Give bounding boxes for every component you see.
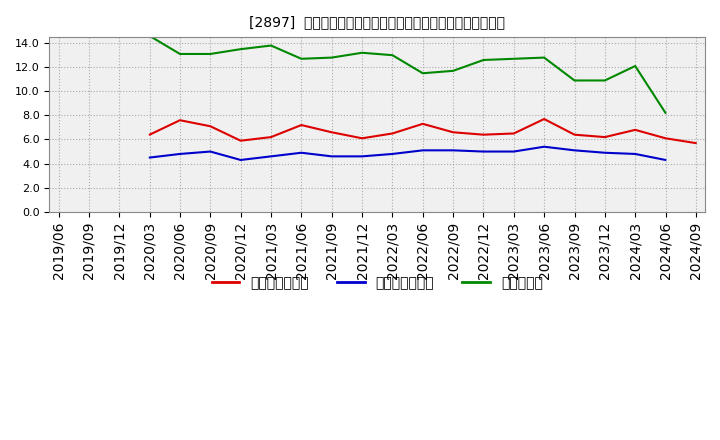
Line: 買入債務回転率: 買入債務回転率	[150, 147, 665, 160]
売上債権回転率	[176, 117, 184, 123]
買入債務回転率	[510, 149, 518, 154]
売上債権回転率	[418, 121, 427, 126]
売上債権回転率	[600, 135, 609, 140]
買入債務回転率	[206, 149, 215, 154]
買入債務回転率	[297, 150, 306, 155]
売上債権回転率	[145, 132, 154, 137]
買入債務回転率	[449, 148, 457, 153]
在庫回転率	[145, 33, 154, 39]
買入債務回転率	[176, 151, 184, 157]
買入債務回転率	[418, 148, 427, 153]
買入債務回転率	[600, 150, 609, 155]
売上債権回転率	[206, 124, 215, 129]
売上債権回転率	[661, 136, 670, 141]
在庫回転率	[600, 78, 609, 83]
買入債務回転率	[358, 154, 366, 159]
買入債務回転率	[388, 151, 397, 157]
買入債務回転率	[661, 158, 670, 163]
在庫回転率	[388, 52, 397, 58]
買入債務回転率	[631, 151, 639, 157]
売上債権回転率	[692, 140, 701, 146]
売上債権回転率	[631, 127, 639, 132]
売上債権回転率	[510, 131, 518, 136]
在庫回転率	[631, 63, 639, 69]
在庫回転率	[328, 55, 336, 60]
在庫回転率	[661, 110, 670, 116]
在庫回転率	[540, 55, 549, 60]
売上債権回転率	[570, 132, 579, 137]
在庫回転率	[479, 57, 487, 62]
買入債務回転率	[479, 149, 487, 154]
在庫回転率	[570, 78, 579, 83]
在庫回転率	[449, 68, 457, 73]
在庫回転率	[206, 51, 215, 57]
在庫回転率	[176, 51, 184, 57]
売上債権回転率	[449, 130, 457, 135]
売上債権回転率	[297, 122, 306, 128]
買入債務回転率	[266, 154, 275, 159]
買入債務回転率	[570, 148, 579, 153]
在庫回転率	[266, 43, 275, 48]
売上債権回転率	[540, 116, 549, 121]
在庫回転率	[297, 56, 306, 62]
売上債権回転率	[479, 132, 487, 137]
買入債務回転率	[540, 144, 549, 149]
Line: 売上債権回転率: 売上債権回転率	[150, 119, 696, 143]
売上債権回転率	[266, 135, 275, 140]
買入債務回転率	[328, 154, 336, 159]
在庫回転率	[236, 47, 245, 52]
買入債務回転率	[145, 155, 154, 160]
売上債権回転率	[388, 131, 397, 136]
Line: 在庫回転率: 在庫回転率	[150, 36, 665, 113]
売上債権回転率	[236, 138, 245, 143]
売上債権回転率	[358, 136, 366, 141]
在庫回転率	[510, 56, 518, 62]
売上債権回転率	[328, 130, 336, 135]
Legend: 売上債権回転率, 買入債務回転率, 在庫回転率: 売上債権回転率, 買入債務回転率, 在庫回転率	[206, 271, 549, 296]
買入債務回転率	[236, 158, 245, 163]
在庫回転率	[418, 70, 427, 76]
在庫回転率	[358, 50, 366, 55]
Title: [2897]  売上債権回転率、買入債務回転率、在庫回転率の推移: [2897] 売上債権回転率、買入債務回転率、在庫回転率の推移	[249, 15, 505, 29]
